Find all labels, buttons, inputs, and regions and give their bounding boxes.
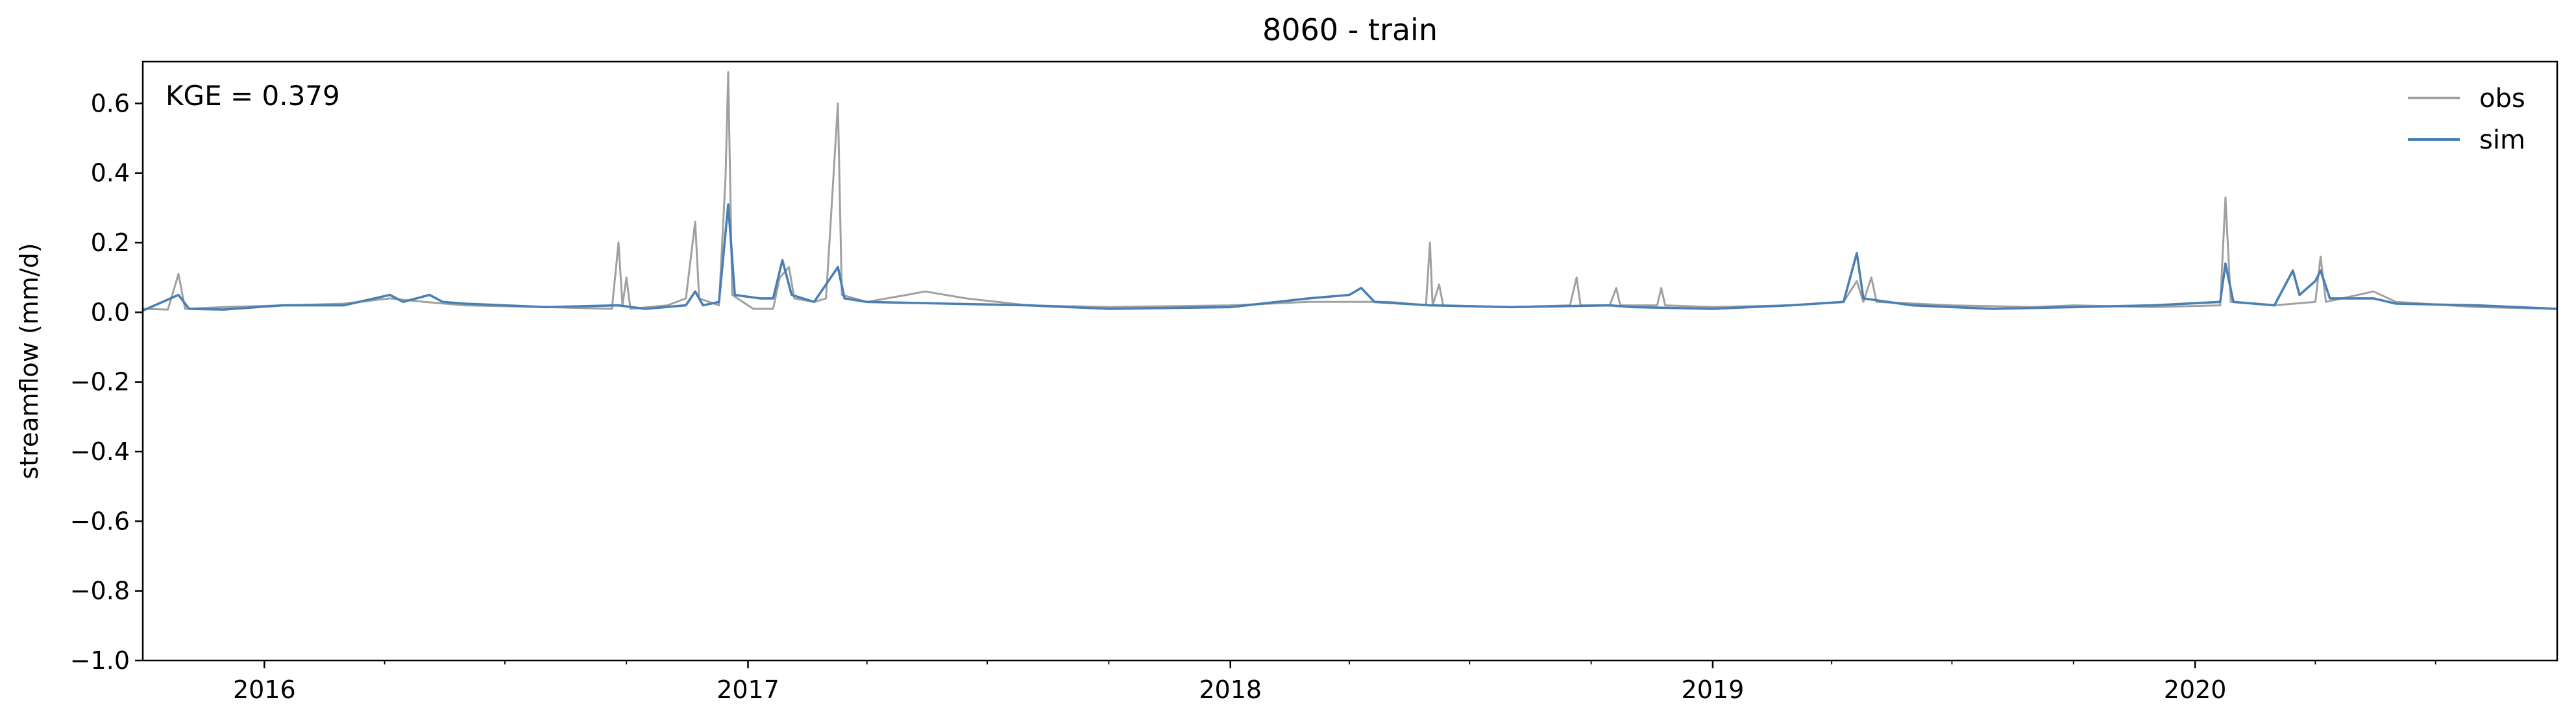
y-tick-label: −1.0 [70, 646, 130, 675]
kge-annotation: KGE = 0.379 [166, 80, 340, 112]
legend-label-obs: obs [2479, 84, 2525, 114]
axes-frame [141, 60, 2558, 662]
y-tick-label: −0.6 [70, 507, 130, 535]
x-tick-label: 2016 [233, 675, 296, 704]
x-tick-label: 2020 [2164, 675, 2227, 704]
y-tick-label: 0.2 [91, 228, 130, 257]
y-tick-label: 0.6 [91, 89, 130, 117]
x-tick-label: 2019 [1682, 675, 1745, 704]
y-tick-label: −0.8 [70, 577, 130, 605]
y-tick-label: −0.2 [70, 368, 130, 396]
series-line-sim [143, 203, 2557, 312]
legend: obs sim [2408, 84, 2525, 155]
y-tick-label: −0.4 [70, 437, 130, 466]
x-tick-label: 2018 [1199, 675, 1262, 704]
y-tick-label: 0.4 [91, 159, 130, 188]
y-tick-label: 0.0 [91, 298, 130, 326]
y-axis-label: streamflow (mm/d) [15, 243, 43, 479]
series-group [143, 71, 2557, 312]
x-tick-label: 2017 [717, 675, 779, 704]
chart-title: 8060 - train [1262, 12, 1438, 47]
legend-label-sim: sim [2479, 125, 2525, 155]
